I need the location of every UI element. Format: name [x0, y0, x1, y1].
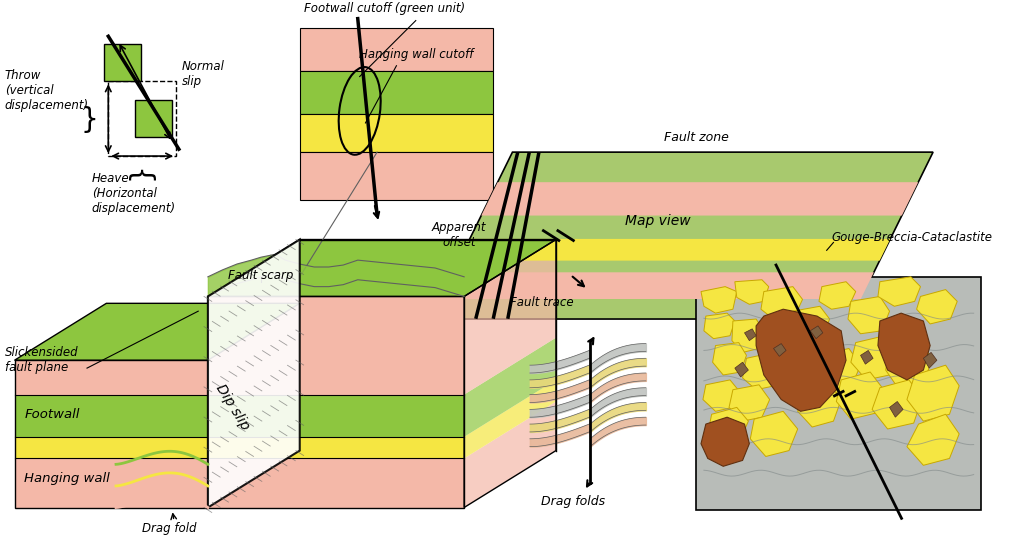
Polygon shape	[135, 100, 172, 137]
Polygon shape	[735, 362, 749, 377]
Polygon shape	[729, 385, 770, 421]
Polygon shape	[872, 380, 923, 429]
Bar	[300, 152, 494, 200]
Polygon shape	[756, 309, 846, 412]
Polygon shape	[702, 380, 739, 412]
Polygon shape	[14, 360, 208, 394]
Polygon shape	[481, 182, 919, 216]
Polygon shape	[761, 287, 803, 319]
Bar	[300, 72, 494, 115]
Text: Fault zone: Fault zone	[664, 131, 729, 144]
Polygon shape	[810, 326, 823, 338]
Polygon shape	[464, 239, 556, 394]
Text: Slickensided
fault plane: Slickensided fault plane	[5, 345, 79, 373]
Polygon shape	[464, 338, 556, 437]
Polygon shape	[751, 412, 798, 456]
Polygon shape	[744, 329, 756, 341]
Polygon shape	[14, 394, 208, 437]
Bar	[300, 29, 494, 72]
Polygon shape	[878, 313, 930, 380]
Polygon shape	[104, 44, 141, 81]
Polygon shape	[208, 239, 300, 507]
Polygon shape	[773, 344, 786, 356]
Polygon shape	[742, 352, 785, 390]
Bar	[300, 115, 494, 152]
Polygon shape	[208, 239, 556, 296]
Polygon shape	[464, 380, 556, 458]
Polygon shape	[816, 349, 860, 394]
Polygon shape	[778, 343, 822, 385]
Polygon shape	[703, 313, 735, 338]
Polygon shape	[14, 303, 300, 360]
Polygon shape	[860, 350, 873, 364]
Text: Fault trace: Fault trace	[510, 296, 573, 309]
Bar	[696, 277, 981, 511]
Polygon shape	[713, 343, 746, 375]
Polygon shape	[14, 458, 208, 507]
Polygon shape	[907, 414, 959, 465]
Polygon shape	[709, 407, 749, 444]
Polygon shape	[837, 372, 884, 419]
Polygon shape	[878, 277, 921, 306]
Polygon shape	[459, 239, 890, 260]
Polygon shape	[798, 385, 841, 427]
Polygon shape	[851, 336, 897, 380]
Polygon shape	[701, 417, 750, 466]
Polygon shape	[890, 401, 903, 417]
Polygon shape	[430, 152, 933, 319]
Polygon shape	[208, 296, 464, 394]
Polygon shape	[208, 437, 464, 458]
Text: Normal
slip: Normal slip	[182, 60, 224, 88]
Polygon shape	[208, 394, 464, 437]
Polygon shape	[886, 341, 932, 390]
Polygon shape	[732, 319, 764, 352]
Text: Drag folds: Drag folds	[542, 495, 605, 508]
Polygon shape	[907, 365, 959, 421]
Text: Fault scarp: Fault scarp	[228, 268, 294, 282]
Polygon shape	[14, 437, 208, 458]
Text: Hanging wall cutoff: Hanging wall cutoff	[358, 48, 473, 61]
Text: Throw
(vertical
displacement): Throw (vertical displacement)	[5, 69, 89, 112]
Polygon shape	[701, 287, 737, 313]
Polygon shape	[924, 352, 937, 368]
Polygon shape	[208, 458, 464, 507]
Text: Heave
(Horizontal
displacement): Heave (Horizontal displacement)	[92, 172, 176, 215]
Polygon shape	[848, 296, 890, 334]
Text: Hanging wall: Hanging wall	[25, 472, 110, 485]
Text: Apparent
offset: Apparent offset	[432, 221, 486, 249]
Text: }: }	[126, 162, 155, 180]
Text: Footwall cutoff (green unit): Footwall cutoff (green unit)	[304, 2, 465, 15]
Text: Map view: Map view	[625, 214, 690, 228]
Polygon shape	[916, 289, 957, 324]
Text: }: }	[81, 106, 98, 134]
Polygon shape	[788, 306, 829, 343]
Polygon shape	[819, 282, 856, 309]
Polygon shape	[440, 272, 873, 299]
Polygon shape	[735, 280, 769, 305]
Text: Dip slip: Dip slip	[213, 382, 252, 433]
Polygon shape	[464, 401, 556, 507]
Text: Gouge-Breccia-Cataclastite: Gouge-Breccia-Cataclastite	[831, 231, 992, 244]
Bar	[109, 81, 176, 156]
Text: Drag fold: Drag fold	[142, 522, 197, 535]
Text: Footwall: Footwall	[25, 408, 80, 421]
